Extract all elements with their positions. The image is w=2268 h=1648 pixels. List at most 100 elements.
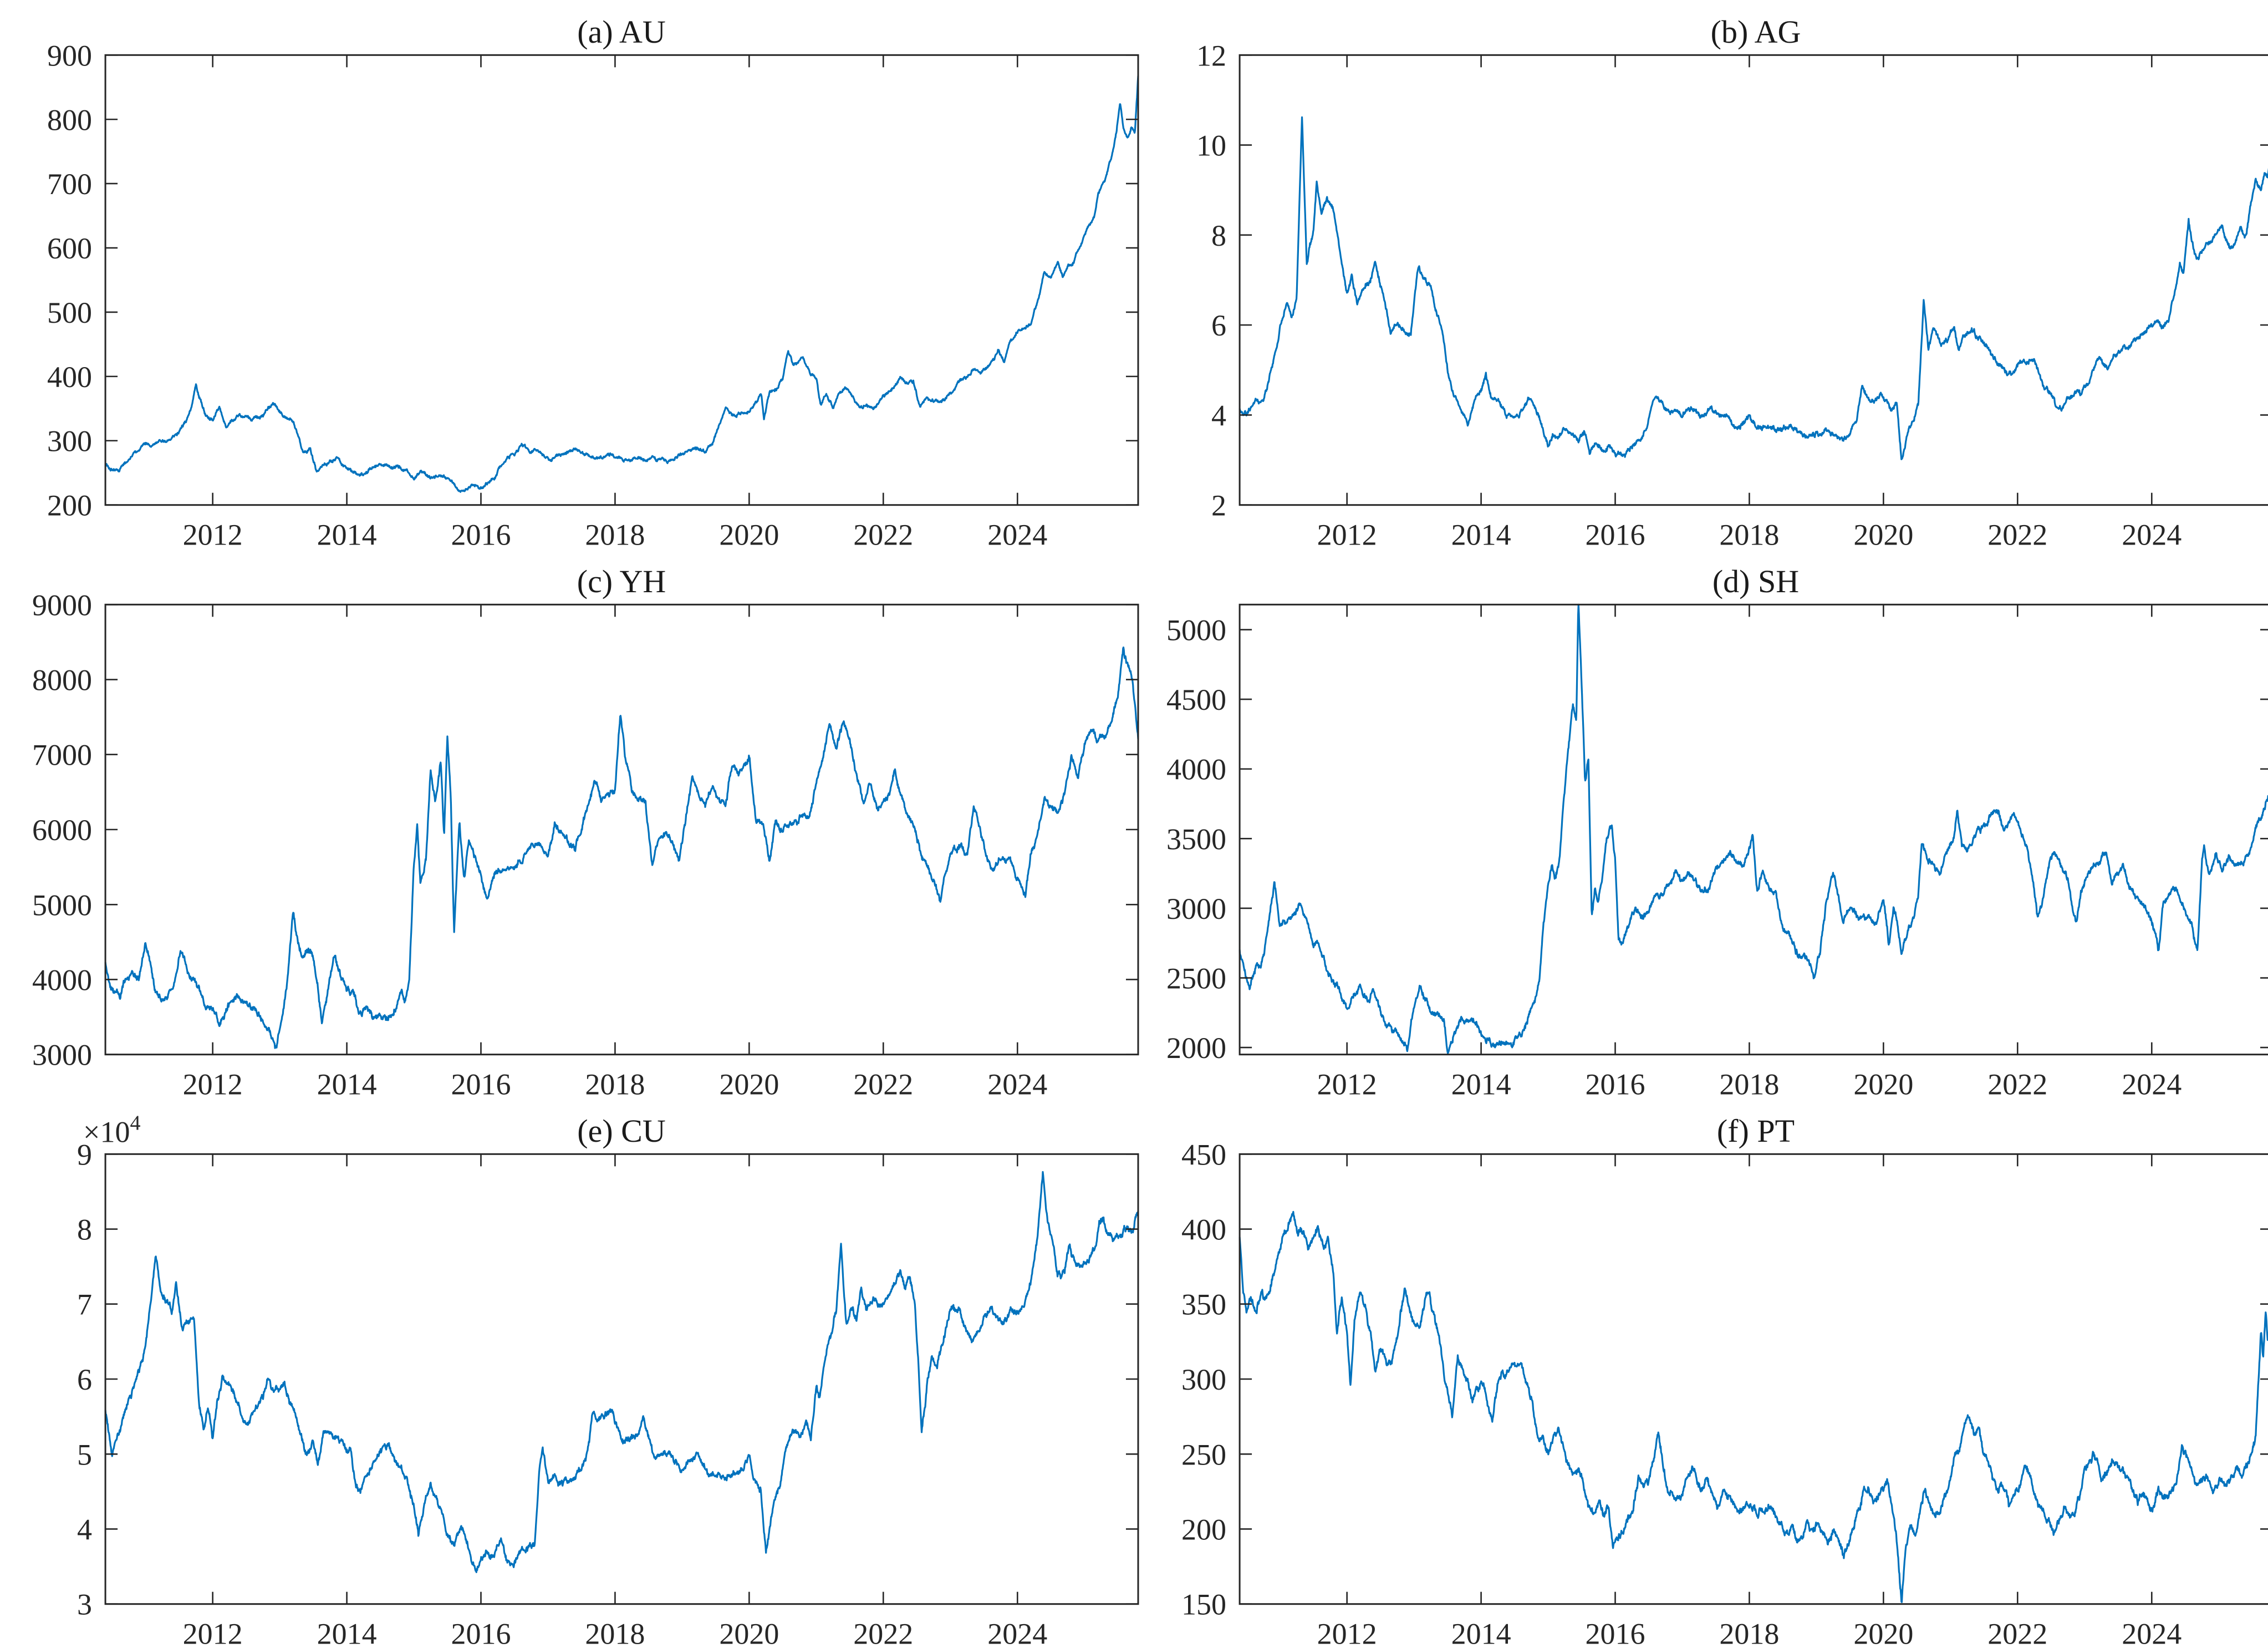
plot-svg-d: 2012 2014 2016 2018 2020 2022 2024 2000 2500 3000…: [1166, 603, 2268, 1101]
y-tick-label: 3500: [1166, 822, 1226, 856]
series-line-YH: [104, 646, 1139, 1049]
series-line-SH: [1239, 603, 2268, 1054]
y-tick-label: 450: [1181, 1138, 1226, 1171]
y-tick-label: 5000: [1166, 614, 1226, 647]
y-tick-label: 8000: [32, 664, 92, 697]
x-tick-label: 2020: [1853, 1068, 1913, 1101]
x-tick-label: 2012: [183, 1618, 243, 1648]
x-tick-label: 2024: [987, 1068, 1047, 1101]
panel-title-yh: (c) YH: [577, 563, 666, 599]
y-tick-label: 4500: [1166, 683, 1226, 716]
x-tick-label: 2012: [183, 518, 243, 552]
axes-box: [1239, 54, 2268, 506]
panel-au: 2012 2014 2016 2018 2020 2022 2024 200 300 400 500…: [22, 9, 1156, 558]
y-axis-exponent-label: ×104: [83, 1111, 140, 1148]
y-tick-label: 3000: [1166, 892, 1226, 925]
y-tick-label: 800: [47, 103, 92, 136]
x-tick-label: 2012: [183, 1068, 243, 1101]
y-tick-label: 150: [1181, 1588, 1226, 1621]
x-tick-label: 2014: [1451, 1618, 1511, 1648]
x-tick-label: 2018: [585, 1068, 645, 1101]
panel-title-pt: (f) PT: [1716, 1113, 1795, 1149]
x-tick-label: 2018: [1719, 518, 1779, 552]
y-tick-label: 4: [77, 1513, 92, 1546]
y-tick-label: 900: [47, 39, 92, 72]
y-tick-label: 4000: [32, 963, 92, 996]
panel-title-au: (a) AU: [577, 14, 666, 50]
x-tick-label: 2020: [1853, 518, 1913, 552]
y-tick-label: 12: [1196, 39, 1226, 72]
x-tick-label: 2016: [1585, 1618, 1645, 1648]
x-tick-label: 2018: [585, 1618, 645, 1648]
y-tick-label: 400: [1181, 1213, 1226, 1247]
y-tick-label: 4000: [1166, 753, 1226, 786]
series-line-AU: [105, 75, 1139, 493]
x-tick-label: 2016: [451, 1618, 511, 1648]
x-tick-label: 2020: [1853, 1618, 1913, 1648]
plot-svg-c: 2012 2014 2016 2018 2020 2022 2024 3000 4000 5000…: [32, 588, 1139, 1101]
plot-svg-a: 2012 2014 2016 2018 2020 2022 2024 200 300 400 500…: [47, 39, 1139, 552]
panel-sh: 2012 2014 2016 2018 2020 2022 2024 2000 2500 3000…: [1156, 558, 2268, 1108]
x-tick-label: 2022: [853, 1618, 913, 1648]
series-line-CU: [104, 1171, 1139, 1573]
x-tick-label: 2014: [1451, 518, 1511, 552]
y-tick-label: 300: [1181, 1363, 1226, 1396]
panel-title-ag: (b) AG: [1710, 14, 1801, 50]
x-tick-label: 2018: [1719, 1068, 1779, 1101]
y-tick-label: 8: [77, 1213, 92, 1247]
x-tick-label: 2022: [853, 518, 913, 552]
x-tick-label: 2016: [1585, 518, 1645, 552]
y-tick-label: 7: [77, 1288, 92, 1321]
axes-box: [104, 603, 1139, 1056]
y-tick-label: 6000: [32, 813, 92, 847]
panel-title-cu: (e) CU: [577, 1113, 666, 1149]
x-tick-label: 2014: [317, 518, 377, 552]
x-tick-label: 2014: [1451, 1068, 1511, 1101]
y-tick-label: 9: [77, 1138, 92, 1171]
x-tick-label: 2022: [1987, 1068, 2047, 1101]
series-line-AG: [1239, 116, 2268, 460]
y-tick-label: 2000: [1166, 1031, 1226, 1065]
y-tick-label: 250: [1181, 1438, 1226, 1471]
y-tick-label: 7000: [32, 739, 92, 772]
panel-pt: 2012 2014 2016 2018 2020 2022 2024 150 200 250 300…: [1156, 1108, 2268, 1648]
panel-yh: 2012 2014 2016 2018 2020 2022 2024 3000 4000 5000…: [22, 558, 1156, 1108]
x-tick-label: 2018: [1719, 1618, 1779, 1648]
y-tick-label: 5: [77, 1438, 92, 1471]
y-tick-label: 400: [47, 360, 92, 394]
x-tick-label: 2012: [1317, 518, 1377, 552]
y-tick-label: 350: [1181, 1288, 1226, 1321]
y-tick-label: 8: [1211, 219, 1226, 252]
y-tick-label: 10: [1196, 129, 1226, 162]
y-tick-label: 200: [47, 489, 92, 522]
y-tick-label: 6: [1211, 309, 1226, 342]
x-tick-label: 2016: [451, 1068, 511, 1101]
x-tick-label: 2012: [1317, 1618, 1377, 1648]
x-tick-label: 2024: [987, 518, 1047, 552]
panel-ag: 2012 2014 2016 2018 2020 2022 2024 2 4 6 8 10 12 (b)…: [1156, 9, 2268, 558]
x-tick-label: 2020: [719, 1068, 779, 1101]
x-tick-label: 2024: [2122, 1068, 2182, 1101]
series-line-PT: [1239, 1210, 2268, 1603]
x-tick-label: 2024: [2122, 518, 2182, 552]
x-tick-label: 2020: [719, 1618, 779, 1648]
axes-box: [104, 54, 1139, 506]
x-tick-label: 2016: [1585, 1068, 1645, 1101]
y-tick-label: 3000: [32, 1039, 92, 1072]
y-tick-label: 200: [1181, 1513, 1226, 1546]
y-tick-label: 6: [77, 1363, 92, 1396]
x-tick-label: 2022: [853, 1068, 913, 1101]
x-tick-label: 2014: [317, 1068, 377, 1101]
x-tick-label: 2012: [1317, 1068, 1377, 1101]
x-tick-label: 2018: [585, 518, 645, 552]
x-tick-label: 2016: [451, 518, 511, 552]
panel-cu: 2012 2014 2016 2018 2020 2022 2024 3 4 5 6 7 8 9 ×104 …: [22, 1108, 1156, 1648]
x-tick-label: 2022: [1987, 518, 2047, 552]
y-tick-label: 300: [47, 425, 92, 458]
x-tick-label: 2014: [317, 1618, 377, 1648]
x-tick-label: 2020: [719, 518, 779, 552]
y-tick-label: 3: [77, 1588, 92, 1621]
x-tick-label: 2024: [2122, 1618, 2182, 1648]
y-tick-label: 5000: [32, 888, 92, 922]
